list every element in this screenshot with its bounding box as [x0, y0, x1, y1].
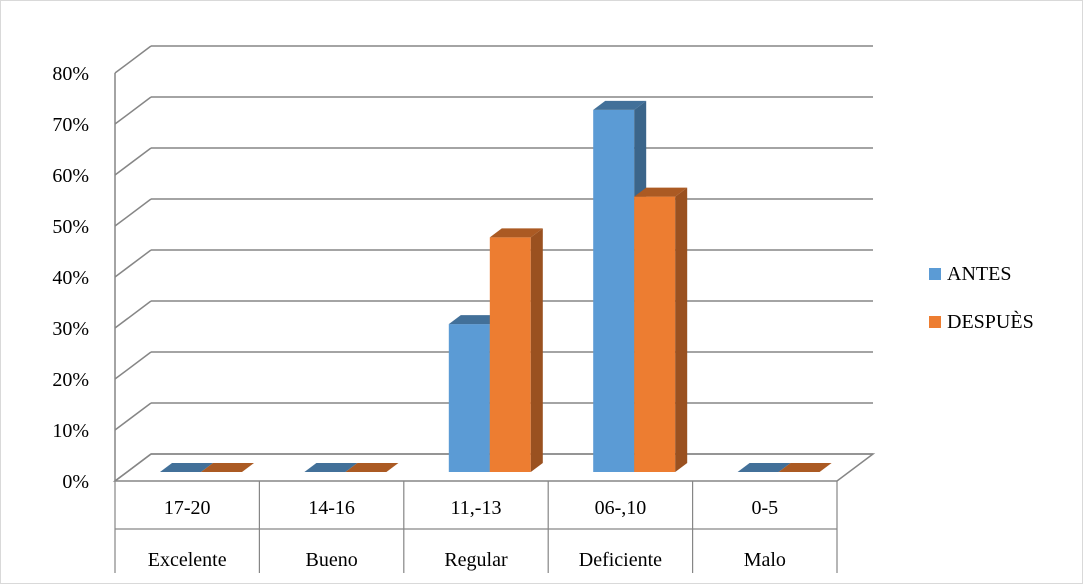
- bar-top: [345, 463, 399, 472]
- bar-side: [675, 187, 688, 472]
- bar-top: [634, 187, 688, 197]
- gridline-depth: [114, 351, 152, 380]
- bars: [160, 100, 832, 473]
- axis-labels: 0% 10% 20% 30% 40% 50% 60% 70% 80% 17-20 Excelente…: [52, 63, 786, 571]
- gridline-depth: [114, 249, 152, 278]
- bar-antes: [737, 463, 791, 472]
- bar-despuès: [345, 463, 399, 472]
- bar-top: [737, 463, 791, 472]
- x-group-label: Deficiente: [579, 549, 662, 571]
- legend-label: ANTES: [947, 263, 1011, 285]
- bar-antes: [160, 463, 213, 472]
- gridline-depth: [114, 300, 152, 329]
- bar-top: [448, 315, 502, 325]
- x-group-label: Bueno: [305, 549, 357, 571]
- y-tick-label: 30%: [52, 318, 89, 340]
- y-tick-label: 0%: [62, 471, 89, 493]
- bar-front: [448, 324, 490, 472]
- x-group-label: Excelente: [148, 549, 227, 571]
- y-tick-label: 50%: [52, 216, 89, 238]
- gridline-depth: [114, 45, 152, 74]
- legend-swatch: [929, 316, 941, 328]
- bar-despuès: [489, 228, 543, 472]
- legend-item: ANTES: [929, 263, 1011, 285]
- legend-item: DESPUÈS: [929, 310, 1034, 333]
- x-tick-label: 06-,10: [595, 497, 647, 519]
- y-tick-label: 60%: [52, 165, 89, 187]
- bar-front: [634, 196, 676, 472]
- gridline-depth: [114, 198, 152, 227]
- bar-top: [201, 463, 254, 472]
- y-tick-label: 70%: [52, 114, 89, 136]
- bar-top: [593, 100, 647, 110]
- chart-floor: [112, 453, 876, 482]
- bar-antes: [304, 463, 358, 472]
- legend-swatch: [929, 268, 941, 280]
- x-group-label: Malo: [744, 549, 786, 571]
- legend: ANTES DESPUÈS: [929, 263, 1034, 333]
- gridline-depth: [114, 402, 152, 431]
- x-tick-label: 11,-13: [451, 497, 502, 519]
- x-tick-label: 14-16: [308, 497, 355, 519]
- bar-top: [489, 228, 543, 238]
- y-tick-label: 10%: [52, 420, 89, 442]
- bar-top: [778, 463, 832, 472]
- bar-top: [160, 463, 213, 472]
- gridline-depth: [114, 96, 152, 125]
- y-tick-label: 40%: [52, 267, 89, 289]
- bar-front: [593, 109, 635, 473]
- bar-top: [304, 463, 358, 472]
- bar-despuès: [634, 187, 688, 472]
- y-tick-label: 20%: [52, 369, 89, 391]
- bar-despuès: [778, 463, 832, 472]
- legend-label: DESPUÈS: [947, 310, 1034, 333]
- bar-despuès: [201, 463, 254, 472]
- axes: [112, 73, 876, 573]
- x-tick-label: 0-5: [751, 497, 778, 519]
- x-group-label: Regular: [444, 549, 508, 571]
- gridline-depth: [114, 147, 152, 176]
- bar-side: [530, 228, 543, 472]
- x-tick-label: 17-20: [164, 497, 211, 519]
- y-tick-label: 80%: [52, 63, 89, 85]
- bar-front: [489, 237, 531, 472]
